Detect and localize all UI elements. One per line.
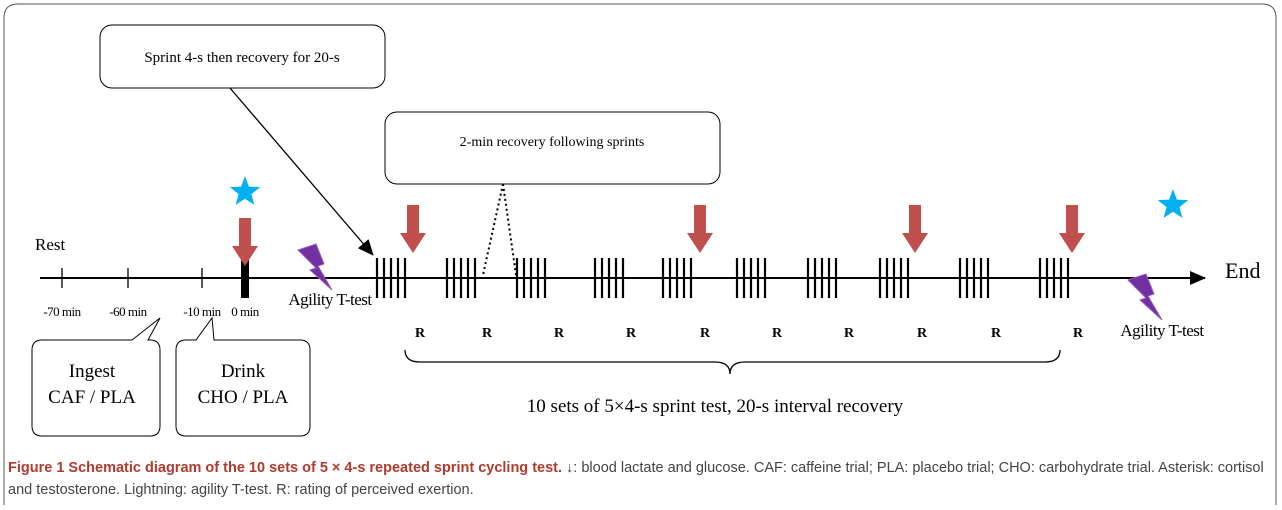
rpe-label: R	[917, 326, 928, 341]
sample-arrow	[232, 218, 258, 266]
rpe-label: R	[415, 326, 426, 341]
bubble-text: Ingest	[69, 361, 116, 382]
tick-label: -10 min	[183, 304, 221, 319]
sample-arrow	[1059, 205, 1085, 253]
bubble-text: CAF / PLA	[48, 387, 136, 408]
rpe-label: R	[772, 326, 783, 341]
agility-label: Agility T-test	[288, 290, 372, 309]
zero-bar	[241, 258, 249, 298]
callout-box	[384, 111, 721, 185]
agility-label: Agility T-test	[1120, 321, 1204, 340]
callout-box	[99, 24, 386, 89]
callout-text: Sprint 4-s then recovery for 20-s	[144, 50, 340, 66]
pointer	[229, 87, 374, 256]
rest-label: Rest	[35, 235, 66, 254]
caption-text: ↓: blood lactate and glucose. CAF: caffe…	[8, 460, 1264, 498]
end-label: End	[1225, 258, 1260, 283]
lightning	[1127, 273, 1163, 321]
dotted-pointer	[482, 183, 517, 276]
rpe-label: R	[626, 326, 637, 341]
rpe-label: R	[1073, 326, 1084, 341]
tick-label: -60 min	[109, 304, 147, 319]
brace	[404, 349, 1061, 375]
caption: Figure 1 Schematic diagram of the 10 set…	[8, 457, 1270, 501]
sample-arrow	[687, 205, 713, 253]
sample-arrow	[902, 205, 928, 253]
lightning	[297, 243, 333, 291]
bubble-text: CHO / PLA	[198, 387, 289, 408]
rpe-label: R	[482, 326, 493, 341]
tick-label: 0 min	[231, 304, 259, 319]
sample-arrow	[400, 205, 426, 253]
rpe-label: R	[700, 326, 711, 341]
caption-label: Figure 1 Schematic diagram of the 10 set…	[8, 460, 563, 476]
star	[1157, 189, 1189, 218]
bubble-text: Drink	[221, 361, 266, 382]
frame	[3, 3, 1277, 505]
speech-bubble	[175, 316, 311, 437]
star	[229, 176, 261, 205]
speech-bubble	[31, 317, 161, 437]
rpe-label: R	[991, 326, 1002, 341]
rpe-label: R	[844, 326, 855, 341]
rpe-label: R	[554, 326, 565, 341]
callout-text: 2-min recovery following sprints	[460, 135, 645, 150]
tick-label: -70 min	[43, 304, 81, 319]
brace-label: 10 sets of 5×4-s sprint test, 20-s inter…	[527, 396, 904, 417]
